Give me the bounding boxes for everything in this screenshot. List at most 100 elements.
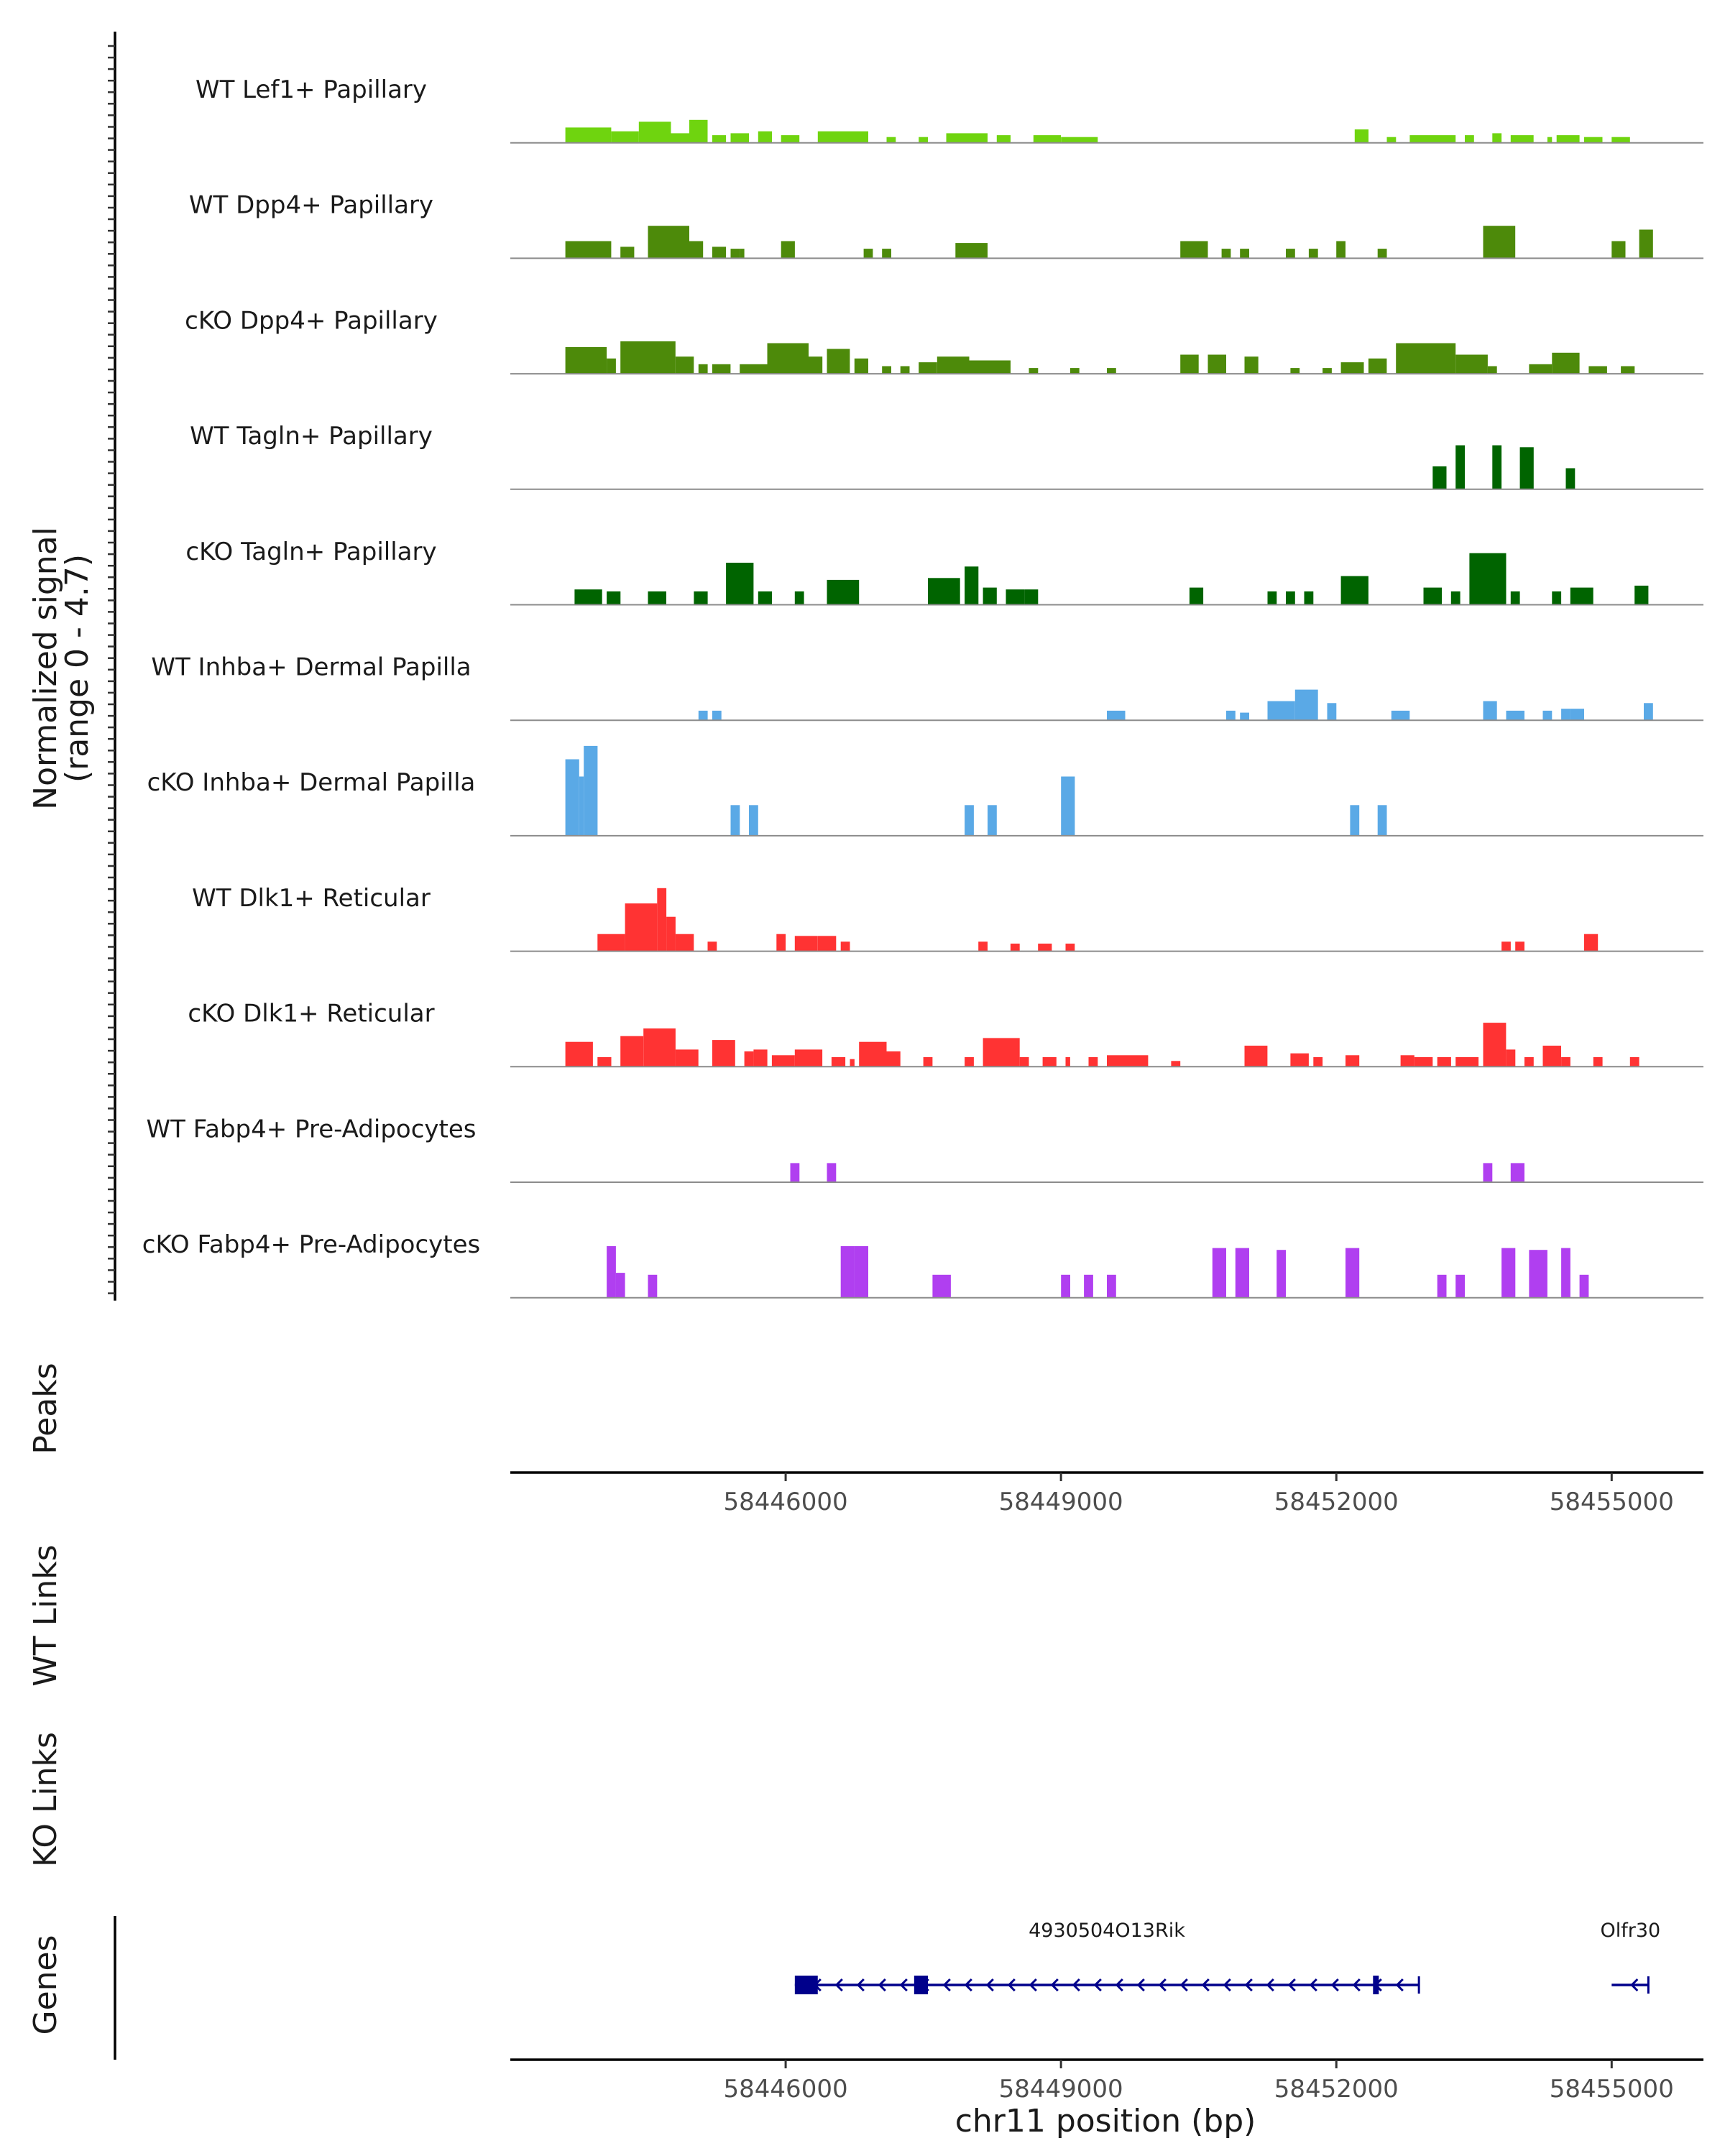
coverage-bar	[1322, 368, 1332, 374]
coverage-bar	[1455, 1057, 1479, 1067]
coverage-bar	[607, 358, 616, 374]
coverage-bar	[689, 241, 704, 259]
coverage-bar	[1019, 1057, 1029, 1067]
coverage-bar	[1542, 710, 1552, 721]
coverage-bar	[1391, 710, 1410, 721]
coverage-bar	[781, 241, 795, 259]
coverage-bar	[1340, 362, 1364, 374]
coverage-bar	[597, 934, 625, 952]
coverage-bar	[694, 591, 708, 605]
coverage-bar	[712, 135, 727, 143]
coverage-bar	[643, 1028, 676, 1067]
coverage-bar	[969, 360, 1011, 374]
coverage-bar	[827, 349, 850, 374]
coverage-bar	[1386, 137, 1397, 143]
gene-Olfr30: Olfr30	[1601, 1920, 1660, 1994]
strand-arrow	[1093, 1978, 1102, 1992]
coverage-bar	[1107, 710, 1126, 721]
track-9: WT Fabp4+ Pre-Adipocytes	[147, 1115, 1703, 1183]
coverage-tracks: WT Lef1+ Papillary WT Dpp4+ Papillary cKO …	[142, 75, 1703, 1299]
coverage-bar	[900, 366, 910, 374]
genes-x-axis-ticks: 58446000 58449000 58452000 58455000	[724, 2060, 1674, 2104]
coverage-bar	[1542, 1046, 1561, 1067]
coverage-bar	[1483, 701, 1497, 721]
coverage-bar	[1084, 1274, 1093, 1298]
coverage-bar	[1639, 229, 1653, 259]
coverage-bar	[1629, 1057, 1639, 1067]
coverage-bar	[1107, 1055, 1126, 1067]
coverage-bar	[1107, 1274, 1116, 1298]
coverage-bar	[1556, 135, 1580, 143]
coverage-bar	[1065, 944, 1075, 952]
coverage-bar	[1492, 133, 1502, 143]
coverage-bar	[597, 1057, 612, 1067]
coverage-bar	[1267, 701, 1295, 721]
coverage-bar	[1611, 137, 1630, 143]
coverage-bar	[1501, 941, 1511, 952]
coverage-bar	[1519, 447, 1534, 489]
coverage-bar	[675, 356, 694, 374]
coverage-bar	[1565, 468, 1576, 489]
coverage-bar	[1611, 241, 1626, 259]
coverage-bar	[726, 563, 754, 605]
coverage-bar	[1304, 591, 1314, 605]
track-label: cKO Dlk1+ Reticular	[188, 1000, 434, 1028]
coverage-bar	[1561, 709, 1570, 721]
ko-links-track-title: KO Links	[27, 1732, 64, 1867]
coverage-bar	[1552, 591, 1562, 605]
coverage-bar	[1593, 1057, 1603, 1067]
coverage-y-axis	[108, 32, 116, 1301]
coverage-bar	[648, 226, 689, 259]
coverage-bar	[565, 1041, 593, 1067]
strand-arrow	[942, 1978, 951, 1992]
track-label: cKO Inhba+ Dermal Papilla	[147, 768, 476, 797]
coverage-bar	[794, 936, 818, 952]
coverage-bar	[1294, 689, 1318, 721]
coverage-bar	[817, 131, 868, 143]
coverage-bar	[827, 579, 860, 605]
coverage-bar	[1244, 1046, 1268, 1067]
wt-links-track-title: WT Links	[27, 1544, 64, 1686]
coverage-bar	[1634, 585, 1649, 605]
coverage-bar	[1107, 368, 1116, 374]
strand-arrow	[964, 1978, 972, 1992]
strand-arrow	[1395, 1978, 1404, 1992]
coverage-bar	[1552, 352, 1580, 374]
coverage-bar	[1487, 366, 1497, 374]
track-label: WT Fabp4+ Pre-Adipocytes	[147, 1115, 477, 1143]
coverage-bar	[1483, 226, 1516, 259]
x-tick-label: 58452000	[1274, 1488, 1399, 1516]
x-axis-title: chr11 position (bp)	[955, 2103, 1256, 2139]
track-label: WT Tagln+ Papillary	[190, 422, 433, 451]
strand-arrow	[1352, 1978, 1361, 1992]
coverage-bar	[1377, 249, 1387, 259]
strand-arrow	[1223, 1978, 1231, 1992]
x-tick-label: 58455000	[1550, 1488, 1674, 1516]
coverage-bar	[996, 135, 1011, 143]
coverage-bar	[648, 1274, 658, 1298]
coverage-bar	[1346, 1248, 1360, 1298]
coverage-bar	[740, 364, 768, 374]
coverage-bar	[863, 249, 873, 259]
strand-arrow	[834, 1978, 843, 1992]
coverage-bar	[638, 121, 671, 143]
coverage-bar	[1377, 805, 1387, 836]
coverage-bar	[919, 137, 928, 143]
track-label: WT Lef1+ Papillary	[196, 75, 427, 104]
coverage-bar	[1510, 591, 1520, 605]
coverage-bar	[1308, 249, 1318, 259]
coverage-bar	[620, 341, 676, 374]
coverage-bar	[1276, 1250, 1286, 1298]
coverage-bar	[758, 591, 772, 605]
coverage-bar	[886, 137, 896, 143]
gene-exon	[914, 1976, 928, 1994]
coverage-bar	[565, 346, 607, 374]
track-label: cKO Dpp4+ Papillary	[185, 306, 438, 335]
coverage-bar	[886, 1051, 901, 1067]
track-6: cKO Inhba+ Dermal Papilla	[147, 745, 1703, 837]
coverage-bar	[620, 1036, 644, 1067]
coverage-bar	[794, 1049, 823, 1067]
coverage-bar	[1065, 1057, 1070, 1067]
coverage-bar	[767, 343, 809, 374]
